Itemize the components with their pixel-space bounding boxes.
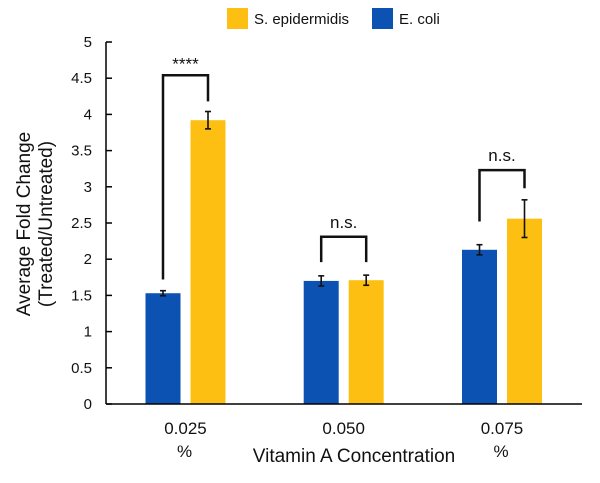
y-tick-label: 3.5	[71, 143, 92, 160]
y-tick-label: 5	[84, 34, 92, 51]
significance-annotations: **** n.s. n.s.	[161, 54, 526, 280]
significance-label: ****	[172, 54, 199, 73]
y-axis: 0 0.5 1 1.5 2 2.5 3 3.5 4 4.5 5	[71, 34, 112, 413]
significance-bracket	[478, 168, 526, 222]
y-axis-title-line2: (Treated/Untreated)	[36, 141, 57, 307]
y-tick-label: 0.5	[71, 360, 92, 377]
y-tick-label: 4	[84, 106, 92, 123]
x-axis: 0.025% 0.050 0.075%	[106, 403, 582, 461]
y-tick-label: 1.5	[71, 287, 92, 304]
y-axis-title: Average Fold Change (Treated/Untreated)	[14, 132, 57, 317]
x-axis-title: Vitamin A Concentration	[253, 446, 455, 467]
legend-label-e-coli: E. coli	[399, 11, 440, 28]
legend-label-s-epidermidis: S. epidermidis	[254, 11, 349, 28]
bar-s-epidermidis	[190, 120, 226, 404]
y-tick-label: 3	[84, 179, 92, 196]
y-tick-label: 0	[84, 396, 92, 413]
x-tick-label: 0.050	[322, 419, 365, 438]
y-tick-label: 4.5	[71, 70, 92, 87]
bar-s-epidermidis	[348, 280, 384, 404]
x-tick-label: 0.075	[481, 419, 524, 438]
bar-e-coli	[303, 280, 339, 404]
legend: S. epidermidis E. coli	[227, 8, 440, 29]
significance-bracket	[319, 235, 368, 263]
y-tick-label: 2	[84, 251, 92, 268]
bar-e-coli	[462, 249, 497, 404]
x-tick-label-unit: %	[493, 442, 508, 461]
legend-swatch-e-coli	[372, 8, 393, 29]
x-tick-label: 0.025	[164, 419, 207, 438]
y-axis-title-line1: Average Fold Change	[14, 132, 35, 317]
y-tick-label: 2.5	[71, 215, 92, 232]
bars	[145, 110, 542, 404]
bar-s-epidermidis	[507, 218, 542, 404]
bar-e-coli	[145, 293, 181, 404]
significance-label: n.s.	[330, 213, 357, 232]
significance-label: n.s.	[488, 146, 515, 165]
x-tick-label-unit: %	[177, 442, 192, 461]
legend-swatch-s-epidermidis	[227, 8, 248, 29]
significance-bracket	[161, 74, 210, 280]
y-tick-label: 1	[84, 324, 92, 341]
